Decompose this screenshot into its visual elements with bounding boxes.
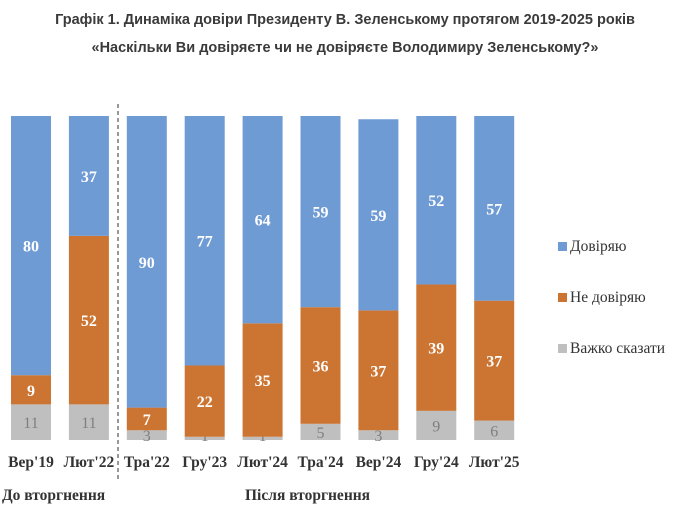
bar-segment-2	[474, 420, 515, 440]
bar-segment-0	[358, 119, 399, 311]
data-label: 39	[428, 341, 444, 358]
bar-segment-0	[126, 116, 167, 408]
data-label: 57	[486, 201, 502, 218]
legend-swatch	[558, 344, 567, 353]
bar-segment-1	[300, 307, 341, 424]
bar-segment-0	[416, 116, 457, 285]
legend-swatch	[558, 242, 567, 251]
data-label: 37	[370, 363, 386, 380]
x-tick-label: Тра'22	[124, 454, 170, 471]
group-label-before: До вторгнення	[2, 487, 105, 504]
data-label: 5	[317, 425, 325, 442]
bar-segment-2	[68, 404, 109, 440]
data-label: 77	[197, 234, 213, 251]
bar-segment-1	[358, 310, 399, 431]
bar-segment-0	[474, 116, 515, 301]
x-tick-label: Гру'24	[414, 454, 459, 471]
bar-segment-2	[358, 430, 399, 440]
bar-segment-0	[68, 116, 109, 236]
data-label: 37	[81, 169, 97, 186]
chart-subtitle: «Наскільки Ви довіряєте чи не довіряєте …	[91, 40, 599, 56]
x-tick-label: Тра'24	[298, 454, 344, 471]
bar-segment-0	[300, 116, 341, 308]
bar-segment-2	[184, 436, 225, 440]
data-label: 64	[255, 213, 271, 230]
data-label: 59	[313, 205, 329, 222]
bar-segment-2	[416, 410, 457, 440]
data-label: 90	[139, 255, 155, 272]
data-label: 3	[143, 428, 151, 445]
legend-label: Важко сказати	[570, 340, 665, 357]
data-label: 37	[486, 354, 502, 371]
bar-segment-1	[11, 375, 51, 405]
legend-label: Довіряю	[570, 238, 626, 255]
x-tick-label: Лют'22	[64, 454, 115, 471]
data-label: 35	[255, 373, 271, 390]
x-tick-label: Гру'23	[182, 454, 227, 471]
bar-segment-1	[126, 407, 167, 431]
data-label: 22	[197, 394, 213, 411]
bar-segment-1	[242, 323, 283, 437]
bar-segment-1	[68, 235, 109, 405]
data-label: 11	[23, 415, 38, 432]
data-label: 3	[374, 428, 382, 445]
data-label: 52	[428, 193, 444, 210]
chart-title: Графік 1. Динаміка довіри Президенту В. …	[55, 12, 635, 28]
data-label: 6	[490, 423, 498, 440]
bar-segment-0	[242, 116, 283, 324]
bar-segment-2	[300, 423, 341, 440]
data-label: 52	[81, 313, 97, 330]
data-label: 9	[432, 418, 440, 435]
data-label: 7	[143, 412, 151, 429]
data-label: 80	[23, 239, 39, 256]
bar-segment-1	[416, 284, 457, 411]
data-label: 11	[81, 415, 96, 432]
bar-segment-2	[242, 436, 283, 440]
group-label-after: Після вторгнення	[245, 487, 370, 504]
x-tick-label: Вер'19	[8, 454, 54, 471]
x-tick-label: Лют'25	[469, 454, 520, 471]
bar-segment-0	[11, 116, 51, 376]
bar-segment-1	[474, 300, 515, 421]
data-label: 9	[27, 383, 35, 400]
x-tick-label: Лют'24	[237, 454, 288, 471]
bar-segment-1	[184, 365, 225, 437]
legend-label: Не довіряю	[570, 289, 646, 306]
data-label: 59	[370, 208, 386, 225]
bar-segment-2	[126, 430, 167, 440]
legend-swatch	[558, 293, 567, 302]
bar-segment-2	[11, 404, 51, 440]
bar-segment-0	[184, 116, 225, 366]
x-tick-label: Вер'24	[356, 454, 402, 471]
data-label: 36	[313, 358, 329, 375]
